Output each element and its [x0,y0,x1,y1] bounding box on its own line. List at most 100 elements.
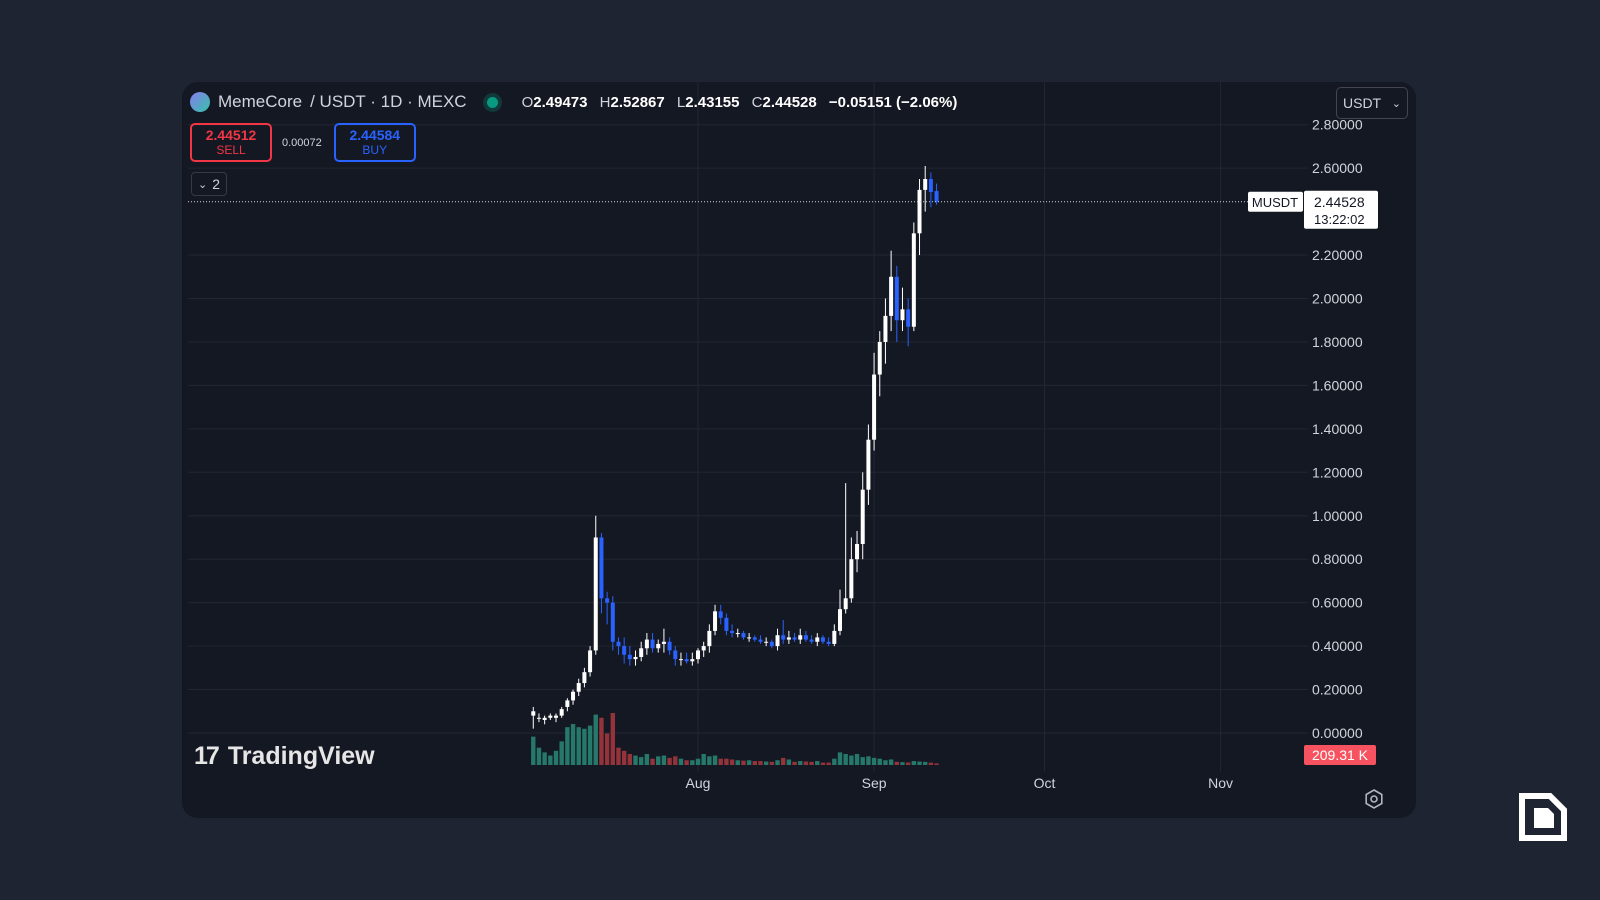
volume-bar [684,760,689,765]
symbol-name[interactable]: MemeCore [218,92,303,111]
volume-bar [746,760,752,765]
candle-body [542,717,547,720]
volume-bar [866,756,871,765]
volume-bar [826,762,831,765]
candle-body [872,374,877,440]
y-tick-label: 2.60000 [1312,160,1363,176]
volume-bar [718,758,723,765]
y-tick-label: 1.00000 [1312,508,1363,524]
volume-bar [729,759,735,765]
candle-body [815,637,820,642]
x-tick-label: Oct [1034,775,1056,791]
volume-tag-box [1304,745,1376,765]
candle-body [798,635,803,640]
ohlc-values: O2.49473 H2.52867 L2.43155 C2.44528 −0.0… [521,93,958,111]
volume-tag-value: 209.31 K [1312,747,1369,763]
candle-body [667,641,672,651]
volume-bar [656,756,661,765]
y-tick-label: 0.00000 [1312,725,1363,741]
trade-panel: 2.44512 SELL 0.00072 2.44584 BUY [190,123,416,162]
candle-body [730,630,735,634]
volume-bar [894,761,899,765]
candle-body [877,341,882,375]
volume-bar [798,761,803,765]
candle-body [826,641,831,644]
candle-body [883,315,888,342]
volume-bar [815,761,820,765]
candle-body [906,309,911,327]
volume-bar [735,760,740,765]
candle-body [855,543,860,560]
y-tick-label: 0.40000 [1312,638,1363,654]
volume-bar [553,750,559,765]
open-value: 2.49473 [533,93,588,111]
candle-body [656,643,661,649]
settings-gear-icon[interactable] [1364,789,1384,809]
candle-body [554,715,558,718]
corner-brand-logo-icon [1519,793,1567,841]
candle-body [786,637,791,640]
volume-bar [548,755,553,765]
candle-body [866,439,871,490]
volume-bar [758,761,763,765]
volume-bar [900,762,905,765]
volume-bar [820,762,826,765]
y-tick-label: 0.60000 [1312,595,1363,611]
indicators-collapse-button[interactable]: ⌄ 2 [191,172,227,196]
volume-bar [690,760,695,765]
y-tick-label: 2.80000 [1312,117,1363,133]
candle-body [622,646,627,655]
volume-bar [570,724,576,765]
ticker-tag-box [1248,191,1303,212]
candle-body [536,717,541,719]
volume-bar [576,727,581,765]
tradingview-logo: 17 TradingView [194,742,375,771]
candle-body [860,489,865,544]
candle-body [752,637,757,640]
candle-body [582,672,587,684]
volume-bar [923,761,928,765]
candle-body [639,648,644,657]
candle-body [661,641,666,644]
candle-body [934,191,939,202]
candle-body [588,650,593,673]
candle-body [923,179,928,190]
volume-bar [843,753,848,765]
candle-body [741,633,746,638]
volume-bar [837,752,843,765]
y-tick-label: 2.00000 [1312,291,1363,307]
candle-body [764,641,769,643]
sell-button[interactable]: 2.44512 SELL [190,123,272,162]
candle-body [809,639,814,642]
volume-bar [763,761,769,765]
candlestick-chart[interactable]: 2.80000 2.60000 2.20000 2.00000 1.80000 1.600… [182,82,1416,818]
x-tick-label: Aug [686,775,711,791]
candle-body [593,537,598,651]
candle-body [707,630,712,647]
tradingview-mark-icon: 17 [194,742,220,770]
currency-select[interactable]: USDT ⌄ [1336,87,1408,119]
volume-bar [644,753,650,765]
symbol-pair[interactable]: / USDT · 1D · MEXC [310,92,467,111]
buy-button[interactable]: 2.44584 BUY [333,123,416,162]
volume-bar [775,760,780,765]
candle-body [724,617,729,631]
volume-bar [639,757,644,765]
volume-bar [599,717,604,765]
candle-body [894,276,899,321]
candle-body [775,635,780,647]
buy-price: 2.44584 [349,126,401,143]
tradingview-wordmark: TradingView [227,742,375,770]
spread-value: 0.00072 [282,136,322,149]
candle-body [735,633,740,635]
ticker-tag-label: MUSDT [1252,195,1298,210]
candle-body [605,598,610,603]
y-tick-label: 0.80000 [1312,551,1363,567]
candle-body [633,656,638,660]
volume-bar [627,753,633,765]
candle-body [718,611,723,618]
chart-panel: 2.80000 2.60000 2.20000 2.00000 1.80000 1.600… [182,82,1416,818]
candle-body [678,659,683,661]
memecore-coin-icon [190,92,210,112]
market-open-dot-icon [486,96,498,108]
